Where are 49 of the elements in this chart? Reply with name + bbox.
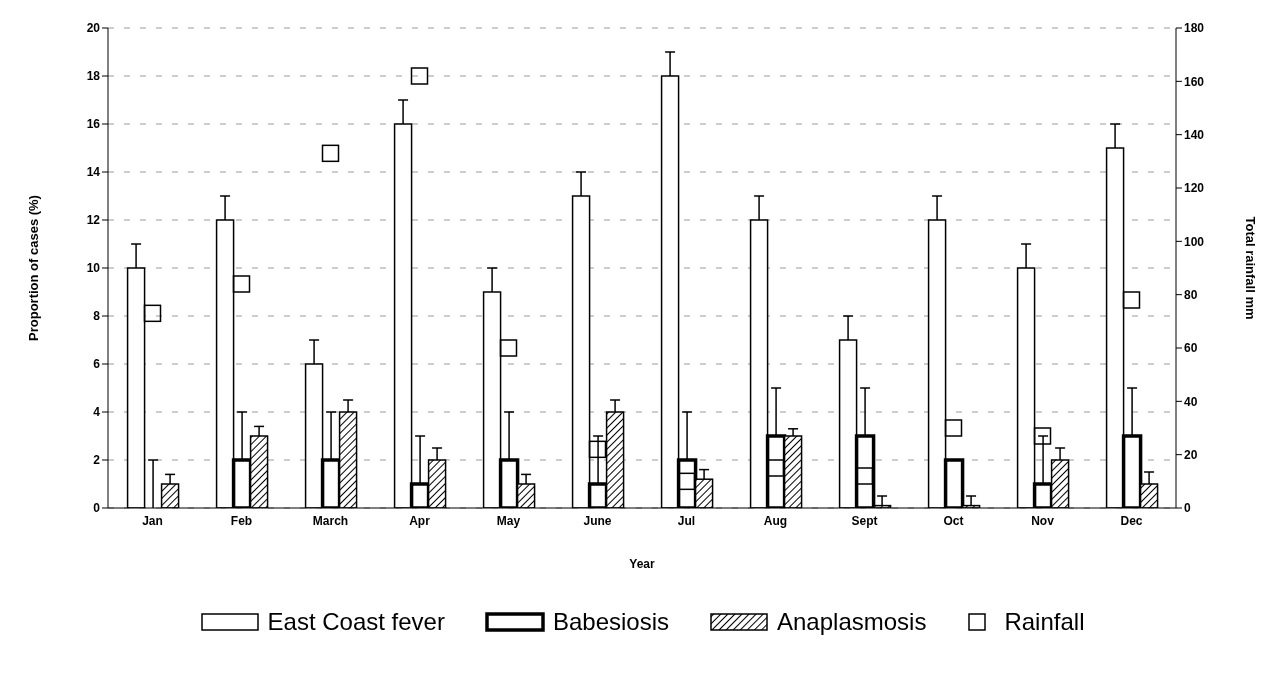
y-tick-label: 6	[93, 357, 101, 372]
y-tick-label: 4	[93, 405, 101, 420]
legend-label: Rainfall	[1004, 608, 1085, 636]
x-tick-label: Jul	[677, 513, 696, 528]
y2-axis-title: Total rainfall mm	[1243, 216, 1259, 320]
y2-tick-label: 40	[1184, 394, 1198, 409]
point	[410, 67, 429, 85]
y-tick-label: 16	[86, 117, 101, 132]
x-tick-label: Sept	[851, 513, 878, 528]
y2-tick-label: 160	[1184, 74, 1205, 89]
point	[143, 304, 162, 323]
y-axis-title: Proportion of cases (%)	[25, 195, 41, 341]
y2-tick-label: 80	[1184, 287, 1198, 302]
y2-tick-label: 100	[1184, 234, 1205, 249]
x-tick-label: May	[496, 513, 521, 528]
x-axis-title: Year	[629, 557, 656, 571]
legend-label: Anaplasmosis	[777, 608, 927, 636]
x-tick-label: Feb	[230, 513, 253, 528]
y-tick-label: 14	[86, 165, 101, 180]
x-tick-label: Aug	[763, 513, 788, 528]
point	[944, 419, 963, 437]
x-tick-label: March	[312, 513, 349, 528]
y-tick-label: 10	[86, 261, 101, 276]
x-tick-label: Nov	[1031, 513, 1055, 528]
legend-label: East Coast fever	[267, 608, 445, 636]
y-tick-label: 12	[86, 213, 101, 228]
x-tick-label: Jan	[142, 513, 163, 528]
y2-tick-label: 120	[1184, 181, 1205, 196]
y-tick-label: 20	[86, 21, 101, 36]
y-tick-label: 8	[93, 309, 101, 324]
x-tick-label: Oct	[943, 513, 964, 528]
y2-tick-label: 60	[1184, 341, 1198, 356]
legend-label: Babesiosis	[552, 608, 670, 636]
y-tick-label: 18	[86, 69, 101, 84]
y2-tick-label: 0	[1184, 501, 1191, 516]
point	[1033, 427, 1052, 445]
point	[321, 144, 340, 163]
y2-tick-label: 20	[1184, 447, 1198, 462]
y-tick-label: 2	[93, 453, 101, 468]
x-tick-label: Apr	[409, 513, 431, 528]
y2-tick-label: 180	[1184, 21, 1205, 36]
point	[588, 440, 607, 459]
point	[1122, 291, 1141, 309]
y2-tick-label: 140	[1184, 127, 1205, 142]
x-tick-label: Dec	[1120, 513, 1143, 528]
point	[499, 339, 518, 357]
point	[232, 275, 251, 293]
y-tick-label: 0	[93, 501, 101, 516]
x-tick-label: June	[583, 513, 612, 528]
